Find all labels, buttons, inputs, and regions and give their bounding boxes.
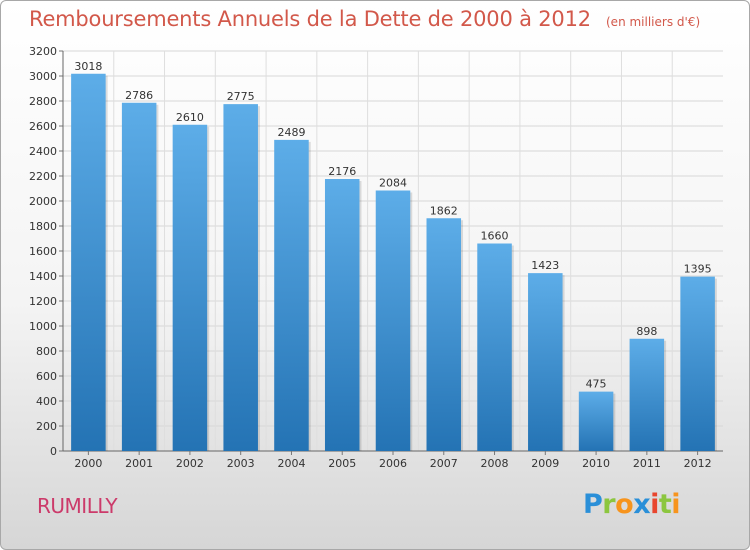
bar	[528, 273, 563, 451]
bar	[223, 104, 258, 451]
bar	[426, 218, 462, 451]
bar	[477, 243, 512, 451]
data-label: 898	[636, 325, 657, 338]
x-tick-label: 2008	[481, 457, 509, 470]
data-label: 2610	[176, 111, 204, 124]
y-tick-label: 0	[50, 445, 57, 458]
x-tick-label: 2006	[379, 457, 407, 470]
bar	[121, 102, 157, 451]
y-tick-label: 200	[36, 420, 57, 433]
x-tick-label: 2005	[328, 457, 356, 470]
x-tick-label: 2011	[633, 457, 661, 470]
x-tick-label: 2012	[684, 457, 712, 470]
y-tick-label: 1800	[29, 220, 57, 233]
logo-letter: t	[658, 489, 672, 520]
x-tick-label: 2009	[531, 457, 559, 470]
labels: 0 200 400 600 800 1000 1200 1400 1600 1800 2000 220…	[29, 45, 712, 470]
y-tick-label: 1600	[29, 245, 57, 258]
logo-letter: x	[633, 489, 651, 520]
data-label: 2084	[379, 177, 407, 190]
y-tick-label: 400	[36, 395, 57, 408]
bar	[578, 391, 614, 451]
y-tick-label: 2200	[29, 170, 57, 183]
x-tick-label: 2001	[125, 457, 153, 470]
y-tick-label: 2000	[29, 195, 57, 208]
bars	[71, 73, 717, 451]
title-row: Remboursements Annuels de la Dette de 20…	[29, 7, 700, 31]
x-tick-label: 2003	[227, 457, 255, 470]
logo-letter: i	[671, 489, 681, 520]
chart-title: Remboursements Annuels de la Dette de 20…	[29, 7, 591, 31]
data-label: 2176	[328, 165, 356, 178]
bar	[274, 139, 309, 451]
x-tick-label: 2004	[277, 457, 305, 470]
data-label: 2775	[227, 90, 255, 103]
bar	[629, 338, 665, 451]
y-tick-label: 3000	[29, 70, 57, 83]
logo-letter: i	[650, 489, 659, 520]
y-tick-label: 600	[36, 370, 57, 383]
bar	[71, 73, 106, 451]
data-label: 475	[586, 378, 607, 391]
x-tick-label: 2000	[74, 457, 102, 470]
x-tick-label: 2010	[582, 457, 610, 470]
y-tick-label: 2800	[29, 95, 57, 108]
y-tick-label: 3200	[29, 45, 57, 58]
data-label: 1660	[481, 230, 509, 243]
bar	[324, 179, 360, 451]
logo-letter: P	[583, 489, 603, 520]
data-label: 2786	[125, 89, 153, 102]
x-tick-label: 2002	[176, 457, 204, 470]
logo-letter: o	[615, 489, 634, 520]
bar	[172, 124, 208, 451]
y-tick-label: 2600	[29, 120, 57, 133]
y-tick-label: 800	[36, 345, 57, 358]
y-tick-label: 1400	[29, 270, 57, 283]
chart-subtitle: (en milliers d'€)	[606, 15, 701, 29]
data-label: 1423	[531, 259, 559, 272]
data-label: 3018	[74, 60, 102, 73]
bar	[375, 190, 411, 451]
bar	[680, 276, 715, 451]
y-tick-label: 1200	[29, 295, 57, 308]
data-label: 2489	[277, 126, 305, 139]
y-tick-label: 2400	[29, 145, 57, 158]
commune-name: RUMILLY	[37, 494, 118, 518]
proxiti-logo: Proxiti	[583, 489, 681, 520]
logo-letter: r	[602, 489, 616, 520]
data-label: 1395	[684, 263, 712, 276]
y-tick-label: 1000	[29, 320, 57, 333]
x-tick-label: 2007	[430, 457, 458, 470]
data-label: 1862	[430, 204, 458, 217]
